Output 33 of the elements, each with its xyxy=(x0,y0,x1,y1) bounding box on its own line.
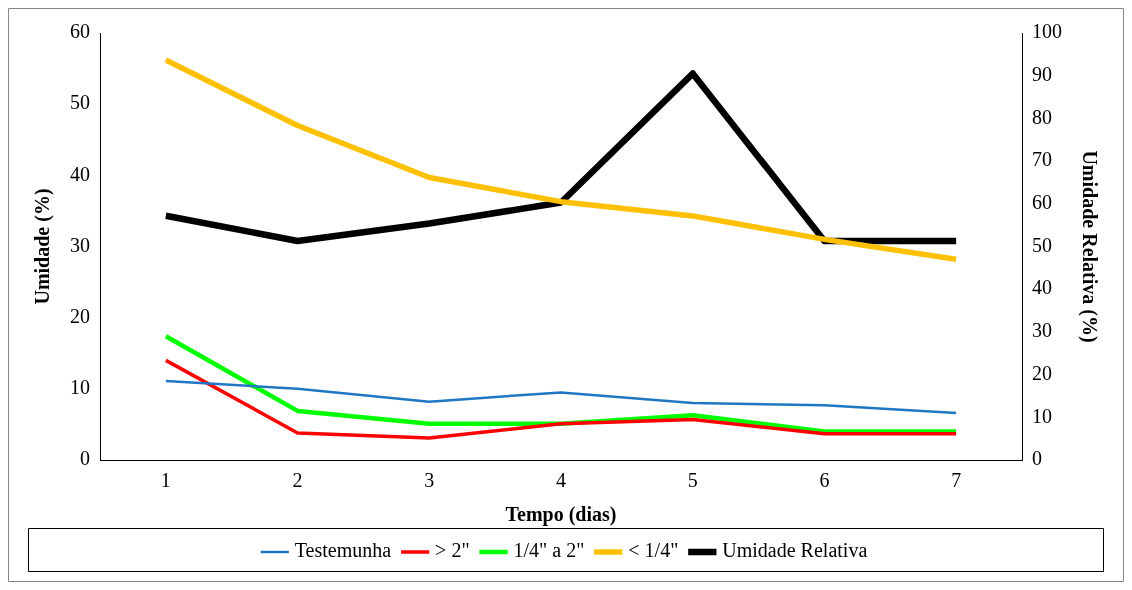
y2-tick-label: 100 xyxy=(1032,20,1062,43)
x-tick-label: 1 xyxy=(160,469,171,492)
x-tick-label: 5 xyxy=(687,469,698,492)
legend-label: Testemunha xyxy=(294,539,392,562)
y-tick-label: 60 xyxy=(70,20,90,43)
y2-tick-label: 60 xyxy=(1032,191,1052,214)
x-tick-label: 3 xyxy=(424,469,435,492)
y-axis-title: Umidade (%) xyxy=(31,188,55,305)
y-tick-label: 0 xyxy=(80,447,90,470)
y2-tick-label: 20 xyxy=(1032,361,1052,384)
x-tick-label: 7 xyxy=(951,469,962,492)
y2-axis-title: Umidade Relativa (%) xyxy=(1077,150,1101,343)
y2-tick-label: 80 xyxy=(1032,105,1052,128)
y2-tick-label: 70 xyxy=(1032,148,1052,171)
x-axis-title: Tempo (dias) xyxy=(505,503,617,527)
y-tick-label: 40 xyxy=(70,162,90,185)
legend-label: > 2" xyxy=(435,539,470,562)
y2-tick-label: 50 xyxy=(1032,233,1052,256)
x-tick-label: 2 xyxy=(292,469,303,492)
y2-tick-label: 40 xyxy=(1032,276,1052,299)
legend-label: 1/4" a 2" xyxy=(513,539,585,562)
y2-tick-label: 30 xyxy=(1032,319,1052,342)
y-tick-label: 30 xyxy=(70,233,90,256)
x-tick-label: 6 xyxy=(819,469,830,492)
y-tick-label: 20 xyxy=(70,304,90,327)
y2-tick-label: 10 xyxy=(1032,404,1052,427)
legend-label: < 1/4" xyxy=(628,539,679,562)
y2-tick-label: 0 xyxy=(1032,447,1042,470)
y-tick-label: 50 xyxy=(70,91,90,114)
legend-label: Umidade Relativa xyxy=(722,539,868,562)
y-tick-label: 10 xyxy=(70,376,90,399)
y2-tick-label: 90 xyxy=(1032,62,1052,85)
x-tick-label: 4 xyxy=(556,469,566,492)
